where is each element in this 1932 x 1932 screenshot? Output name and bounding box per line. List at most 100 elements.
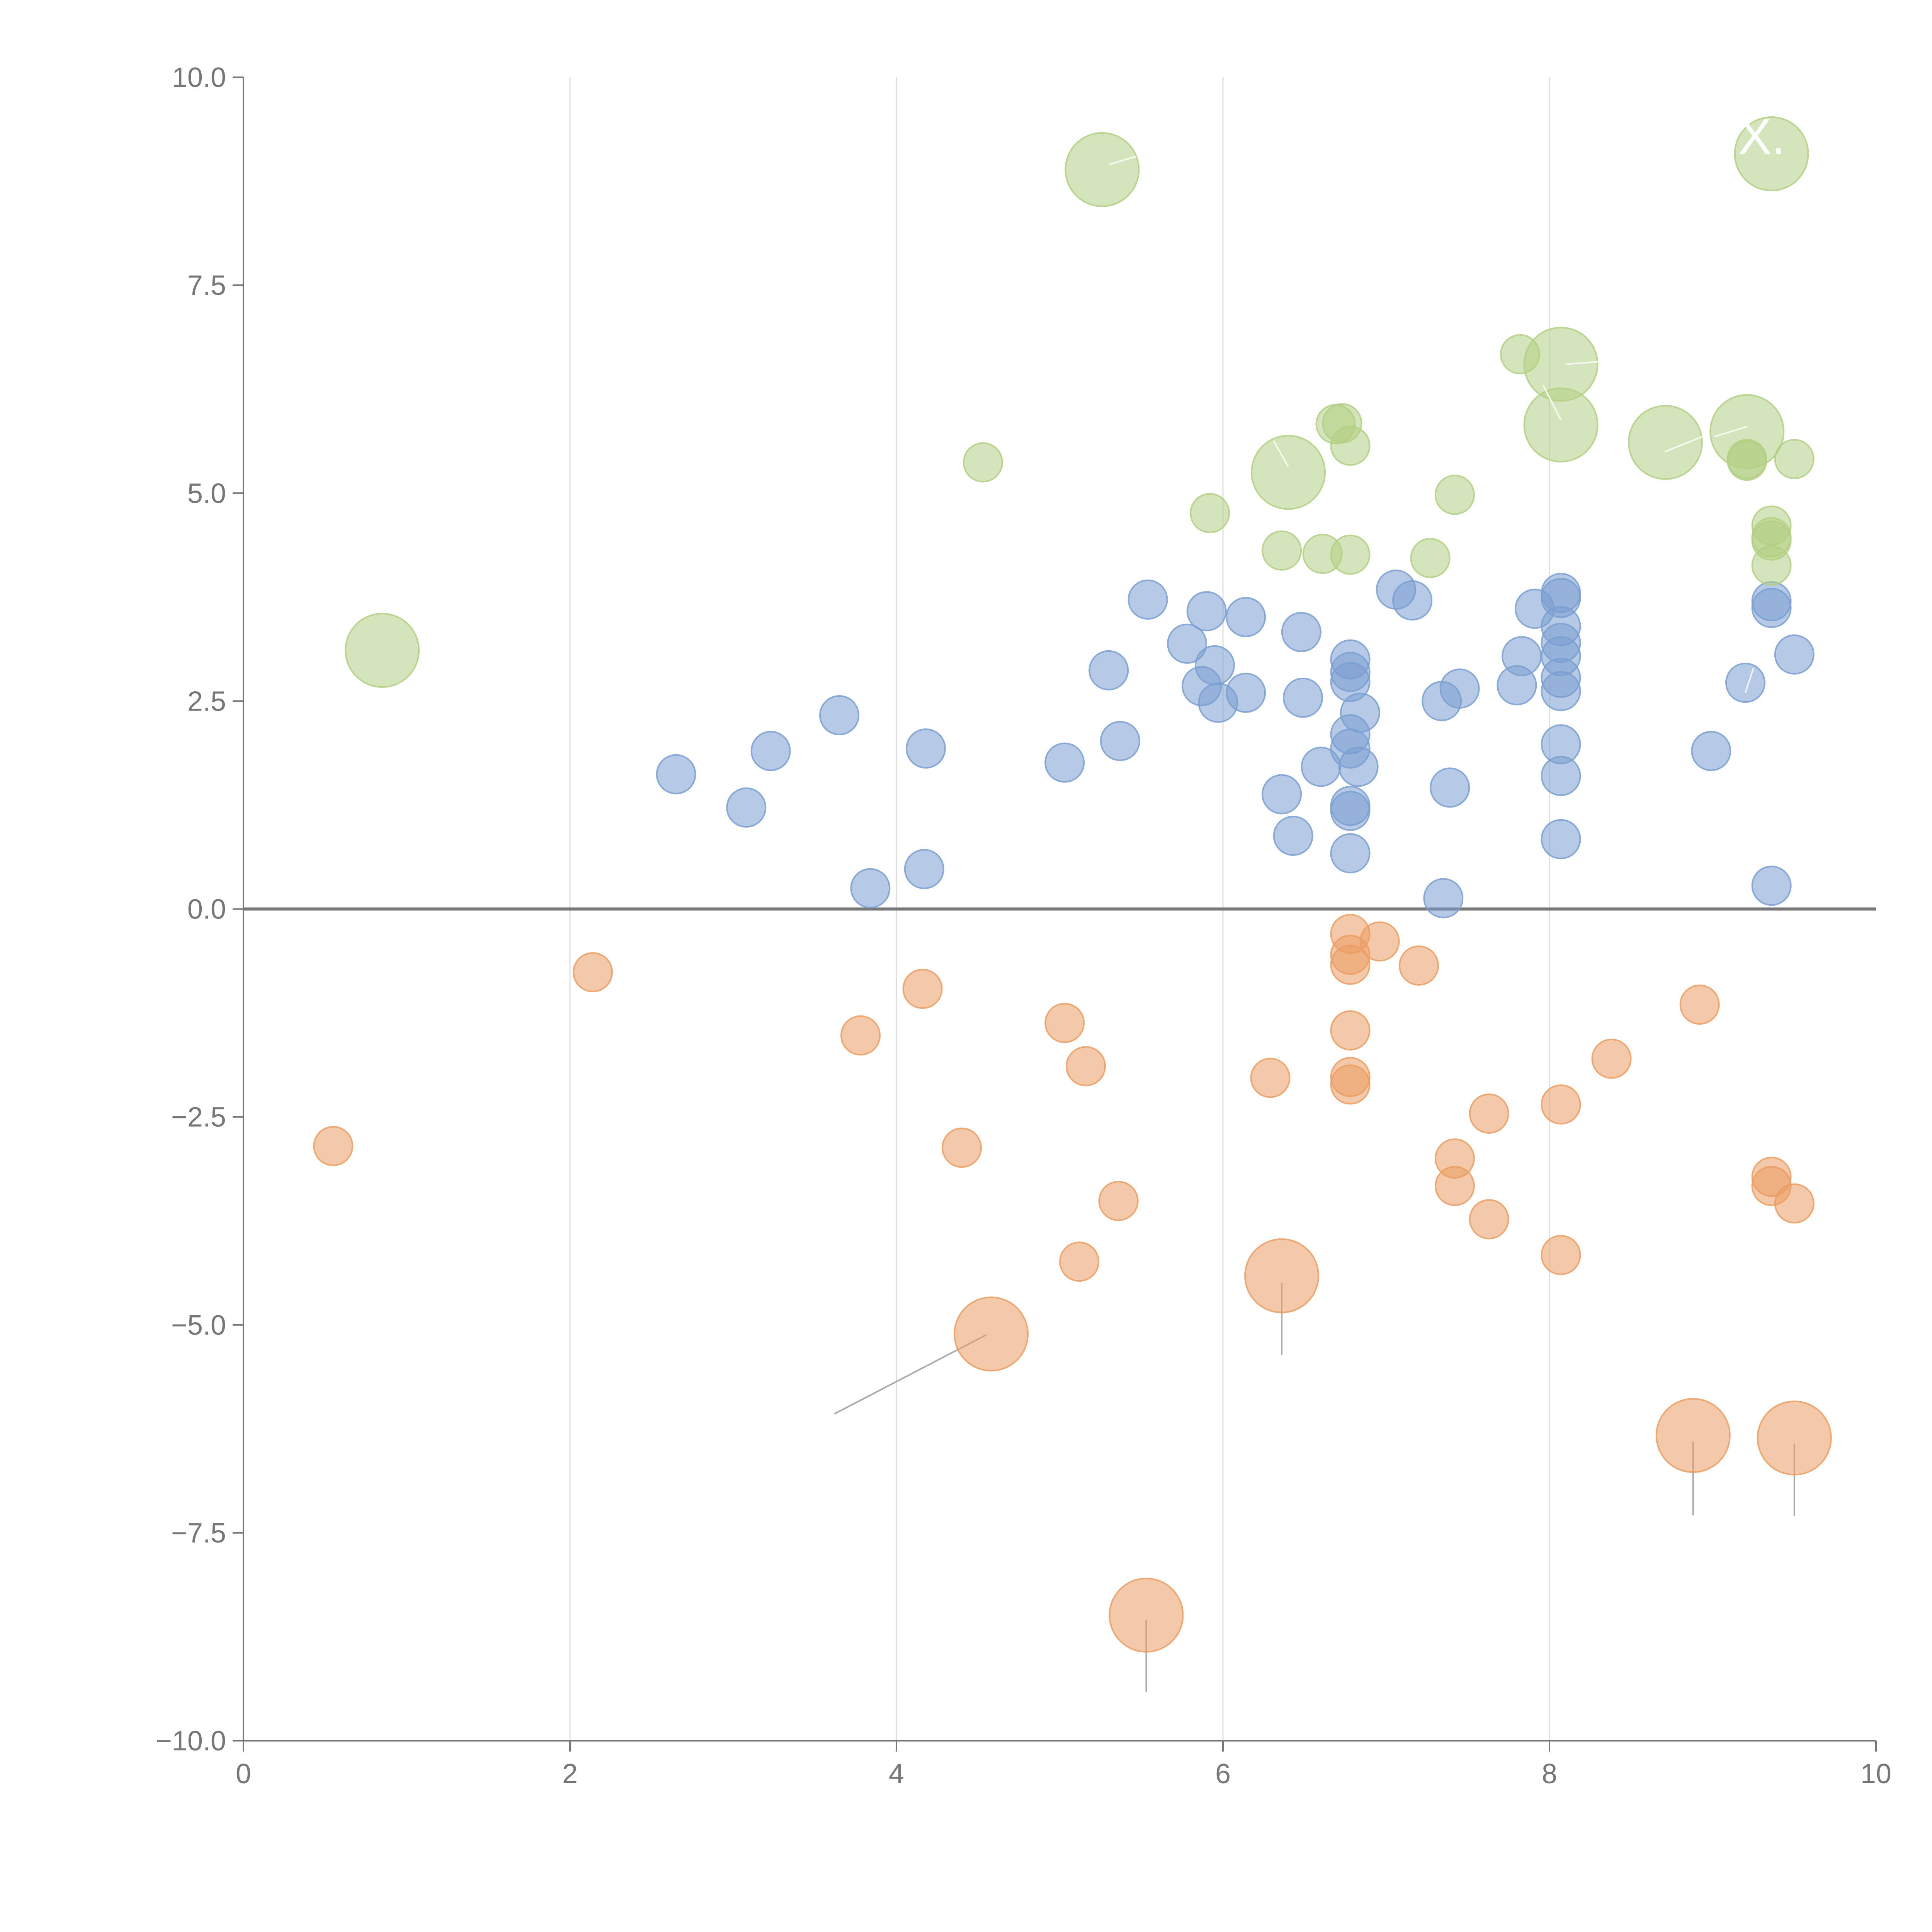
y-tick-label: −10.0 (156, 1726, 226, 1757)
blue-data-point (1725, 663, 1765, 703)
y-tick-label: −2.5 (171, 1102, 226, 1133)
blue-data-point (1167, 623, 1208, 664)
x-tick-label: 10 (1861, 1759, 1891, 1789)
blue-data-point (1194, 645, 1235, 685)
orange-data-point (1399, 945, 1439, 986)
blue-data-point (1088, 650, 1129, 690)
y-tick-label: −7.5 (171, 1518, 226, 1549)
orange-data-point (1109, 1577, 1184, 1653)
orange-data-point (1469, 1094, 1509, 1134)
orange-data-point (1541, 1084, 1581, 1125)
green-data-point (1065, 132, 1140, 207)
blue-data-point (1226, 597, 1266, 637)
orange-data-point (1655, 1398, 1731, 1473)
green-data-point (963, 442, 1003, 483)
blue-data-point (1751, 588, 1792, 628)
y-tick-label: 10.0 (172, 62, 226, 93)
blue-data-point (1541, 671, 1581, 711)
blue-data-point (1128, 579, 1168, 620)
blue-data-point (1691, 731, 1731, 771)
orange-data-point (1330, 1010, 1371, 1051)
orange-data-point (1244, 1238, 1320, 1313)
orange-data-point (902, 969, 943, 1009)
blue-data-point (1751, 866, 1792, 906)
blue-data-point (1541, 756, 1581, 796)
blue-data-point (750, 731, 791, 771)
orange-data-point (573, 952, 613, 993)
y-tick-label: 7.5 (187, 270, 226, 301)
blue-data-point (850, 868, 891, 908)
blue-data-point (819, 695, 860, 735)
blue-data-point (1044, 742, 1085, 783)
callout-line (1108, 155, 1137, 165)
y-tick-label: 5.0 (187, 478, 226, 509)
callout-line (1542, 384, 1562, 420)
blue-data-point (1281, 612, 1321, 652)
data-points (313, 116, 1832, 1653)
blue-data-point (1186, 591, 1227, 631)
orange-data-point (1541, 1235, 1581, 1275)
blue-data-point (1774, 634, 1815, 675)
callout-line (1665, 435, 1705, 452)
blue-data-point (1423, 878, 1464, 918)
orange-data-point (1330, 1064, 1371, 1105)
green-data-point (345, 613, 420, 688)
callout-line (1745, 667, 1755, 693)
x-tick-label: 6 (1215, 1759, 1231, 1789)
blue-data-point (1338, 747, 1379, 787)
x-tick-label: 8 (1542, 1759, 1557, 1789)
orange-data-point (1250, 1058, 1291, 1098)
blue-data-point (1283, 677, 1323, 718)
callout-line (1714, 426, 1747, 437)
orange-data-point (313, 1126, 354, 1166)
blue-data-point (1330, 833, 1371, 874)
x-tick-label: 4 (889, 1759, 904, 1789)
x-tick-label: 0 (236, 1759, 251, 1789)
blue-data-point (904, 849, 944, 889)
orange-data-point (840, 1015, 881, 1056)
green-data-point (1262, 530, 1302, 571)
orange-data-point (942, 1128, 982, 1168)
green-data-point (1251, 435, 1326, 510)
blue-data-point (1439, 668, 1480, 709)
green-data-point (1330, 534, 1371, 575)
green-data-point (1410, 538, 1451, 578)
orange-data-point (954, 1296, 1029, 1372)
blue-data-point (1330, 791, 1371, 831)
callout-line (1273, 440, 1289, 467)
orange-data-point (1098, 1181, 1139, 1221)
green-data-point (1774, 439, 1815, 479)
green-data-point (1190, 493, 1230, 533)
blue-data-point (906, 728, 946, 769)
callout-line (1566, 361, 1599, 365)
callout-label: -X. (1721, 108, 1786, 165)
green-data-point (1727, 440, 1767, 481)
blue-data-point (726, 787, 767, 828)
blue-data-point (1497, 665, 1537, 706)
blue-data-point (1262, 774, 1302, 815)
axes (243, 77, 1876, 1742)
orange-data-point (1059, 1242, 1100, 1282)
orange-data-point (1679, 985, 1720, 1025)
orange-data-point (1330, 944, 1371, 985)
blue-data-point (1541, 819, 1581, 859)
x-tick-label: 2 (562, 1759, 578, 1789)
green-data-point (1628, 405, 1703, 480)
orange-data-point (1757, 1400, 1832, 1476)
blue-data-point (1100, 721, 1140, 761)
orange-data-point (1434, 1166, 1475, 1206)
blue-data-point (656, 754, 696, 794)
blue-data-point (1273, 816, 1313, 856)
y-tick-label: 0.0 (187, 894, 226, 925)
blue-data-point (1226, 672, 1266, 713)
green-data-point (1734, 116, 1809, 192)
orange-data-point (1591, 1038, 1632, 1079)
green-data-point (1434, 474, 1475, 515)
orange-data-point (1359, 921, 1400, 962)
green-data-point (1751, 545, 1792, 586)
orange-data-point (1774, 1183, 1815, 1224)
orange-data-point (1044, 1003, 1085, 1043)
blue-data-point (1430, 767, 1470, 808)
callout-lines (1108, 155, 1755, 693)
